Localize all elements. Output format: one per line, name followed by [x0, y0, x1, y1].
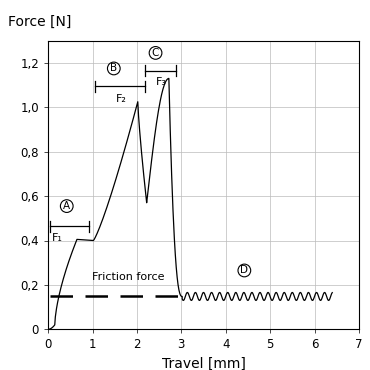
Text: D: D	[240, 265, 248, 276]
Text: B: B	[110, 63, 117, 74]
Text: Friction force: Friction force	[92, 272, 164, 282]
Text: F₃: F₃	[155, 77, 167, 87]
Text: A: A	[63, 201, 70, 211]
Text: F₁: F₁	[52, 233, 63, 243]
Text: Force [N]: Force [N]	[8, 15, 71, 29]
X-axis label: Travel [mm]: Travel [mm]	[162, 357, 245, 370]
Text: F₂: F₂	[115, 94, 127, 104]
Text: C: C	[152, 48, 159, 58]
